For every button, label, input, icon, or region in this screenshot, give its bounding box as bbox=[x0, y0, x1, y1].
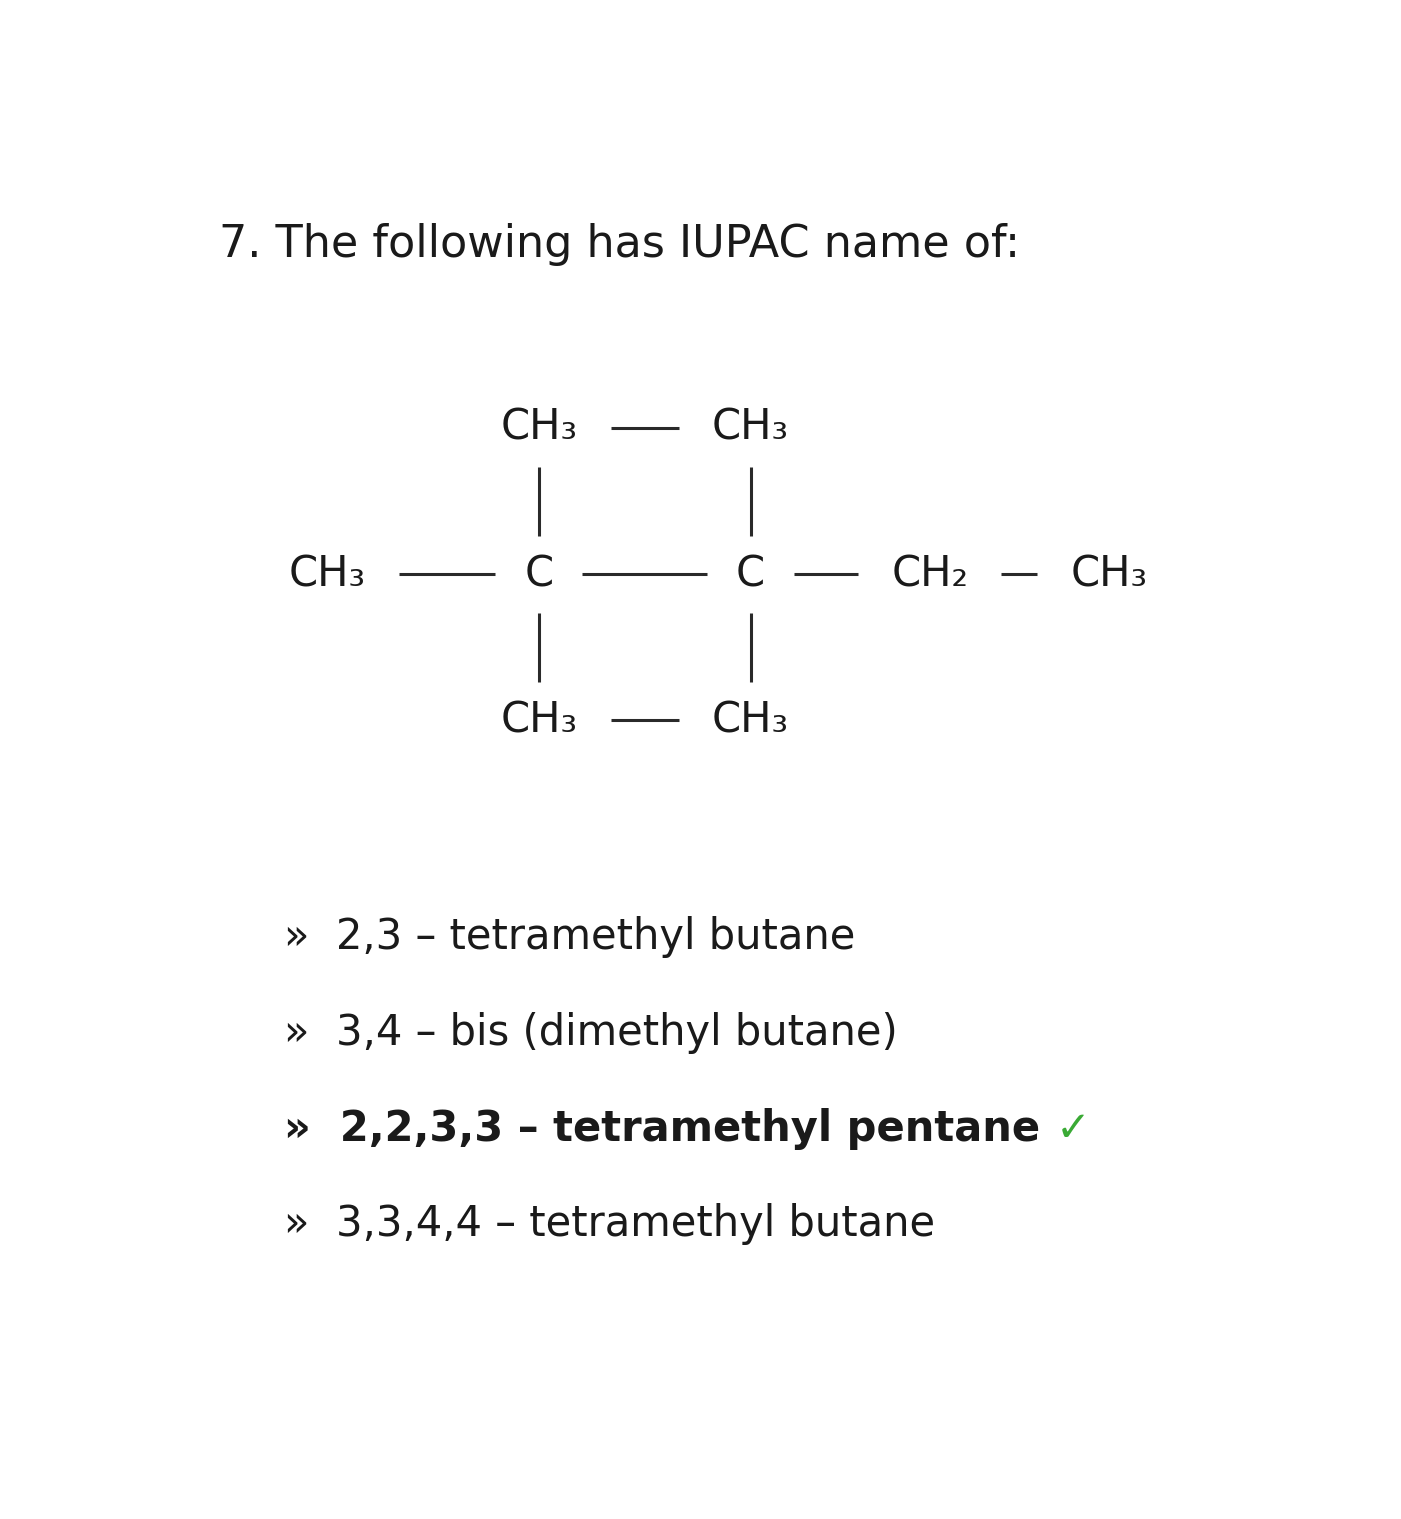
Text: »  2,3 – tetramethyl butane: » 2,3 – tetramethyl butane bbox=[283, 916, 855, 957]
Text: CH₃: CH₃ bbox=[712, 699, 789, 741]
Text: 7. The following has IUPAC name of:: 7. The following has IUPAC name of: bbox=[219, 223, 1020, 266]
Text: CH₂: CH₂ bbox=[891, 553, 968, 595]
Text: ✓: ✓ bbox=[1056, 1107, 1091, 1150]
Text: CH₃: CH₃ bbox=[289, 553, 366, 595]
Text: CH₃: CH₃ bbox=[500, 407, 577, 450]
Text: C: C bbox=[524, 553, 553, 595]
Text: »  3,3,4,4 – tetramethyl butane: » 3,3,4,4 – tetramethyl butane bbox=[283, 1203, 934, 1246]
Text: »  2,2,3,3 – tetramethyl pentane: » 2,2,3,3 – tetramethyl pentane bbox=[283, 1107, 1040, 1150]
Text: C: C bbox=[736, 553, 765, 595]
Text: CH₃: CH₃ bbox=[712, 407, 789, 450]
Text: CH₃: CH₃ bbox=[500, 699, 577, 741]
Text: CH₃: CH₃ bbox=[1070, 553, 1147, 595]
Text: »  3,4 – bis (dimethyl butane): » 3,4 – bis (dimethyl butane) bbox=[283, 1012, 898, 1054]
